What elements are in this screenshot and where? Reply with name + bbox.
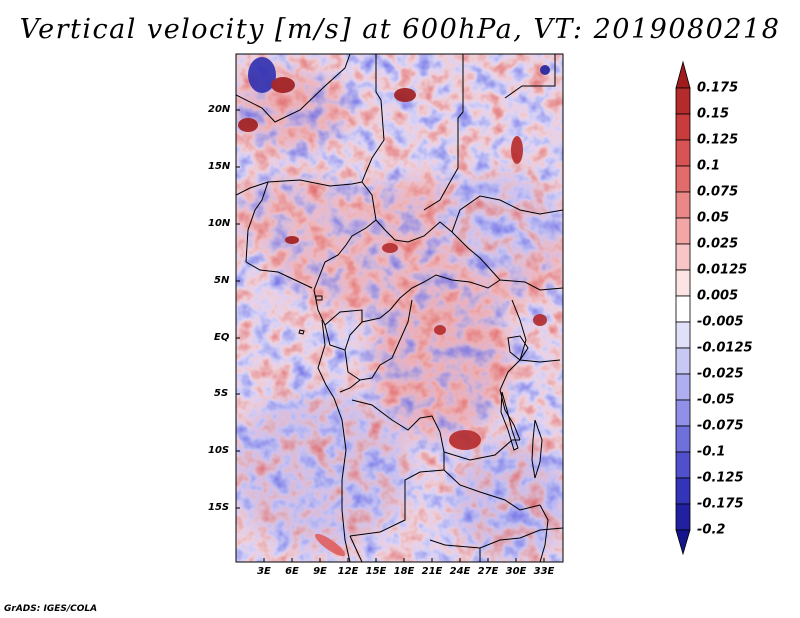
lon-label-24e: 24E [449, 566, 471, 577]
lon-label-18e: 18E [393, 566, 415, 577]
lon-label-33e: 33E [533, 566, 555, 577]
colorbar-segment [675, 321, 691, 349]
colorbar-label: 0.125 [697, 132, 739, 148]
colorbar-segment [675, 269, 691, 297]
colorbar-segment [675, 529, 691, 556]
colorbar-label: 0.005 [697, 288, 739, 304]
colorbar-label: -0.025 [697, 366, 744, 382]
colorbar-segment [675, 217, 691, 245]
colorbar [675, 60, 691, 556]
colorbar-label: 0.175 [697, 80, 739, 96]
colorbar-segment [675, 113, 691, 141]
colorbar-label: -0.2 [697, 522, 726, 538]
colorbar-label: 0.05 [697, 210, 730, 226]
colorbar-label: -0.075 [697, 418, 744, 434]
colorbar-segment [675, 373, 691, 401]
colorbar-label: -0.125 [697, 470, 744, 486]
lon-label-21e: 21E [421, 566, 443, 577]
colorbar-label: -0.1 [697, 444, 726, 460]
colorbar-segment [675, 243, 691, 271]
colorbar-segment [675, 347, 691, 375]
lon-label-12e: 12E [337, 566, 359, 577]
colorbar-segment [675, 503, 691, 531]
colorbar-segment [675, 87, 691, 115]
colorbar-label: 0.075 [697, 184, 739, 200]
lon-label-15e: 15E [365, 566, 387, 577]
lon-label-3e: 3E [257, 566, 271, 577]
colorbar-label: 0.025 [697, 236, 739, 252]
colorbar-label: 0.1 [697, 158, 721, 174]
colorbar-segment [675, 60, 691, 89]
colorbar-segment [675, 191, 691, 219]
colorbar-label: -0.005 [697, 314, 744, 330]
lat-label-20n: 20N [208, 104, 231, 115]
map-title: Vertical velocity [m/s] at 600hPa, VT: 2… [19, 14, 781, 45]
map-frame [235, 53, 564, 563]
colorbar-segment [675, 165, 691, 193]
colorbar-segment [675, 139, 691, 167]
colorbar-segment [675, 451, 691, 479]
colorbar-label: -0.175 [697, 496, 744, 512]
colorbar-segment [675, 477, 691, 505]
colorbar-label: -0.05 [697, 392, 735, 408]
lon-label-9e: 9E [313, 566, 327, 577]
colorbar-label: 0.0125 [697, 262, 748, 278]
colorbar-label: 0.15 [697, 106, 730, 122]
colorbar-segment [675, 425, 691, 453]
lat-label-10s: 10S [208, 445, 230, 456]
lat-label-10n: 10N [208, 218, 231, 229]
colorbar-label: -0.0125 [697, 340, 753, 356]
lon-label-27e: 27E [477, 566, 499, 577]
colorbar-segment [675, 295, 691, 323]
colorbar-segment [675, 399, 691, 427]
lat-label-5n: 5N [214, 275, 230, 286]
lat-label-15n: 15N [208, 161, 231, 172]
lat-label-15s: 15S [208, 502, 230, 513]
lat-label-5s: 5S [214, 388, 229, 399]
lat-label-eq: EQ [214, 332, 230, 343]
grads-credit: GrADS: IGES/COLA [4, 604, 98, 614]
lon-label-6e: 6E [285, 566, 299, 577]
lon-label-30e: 30E [505, 566, 527, 577]
